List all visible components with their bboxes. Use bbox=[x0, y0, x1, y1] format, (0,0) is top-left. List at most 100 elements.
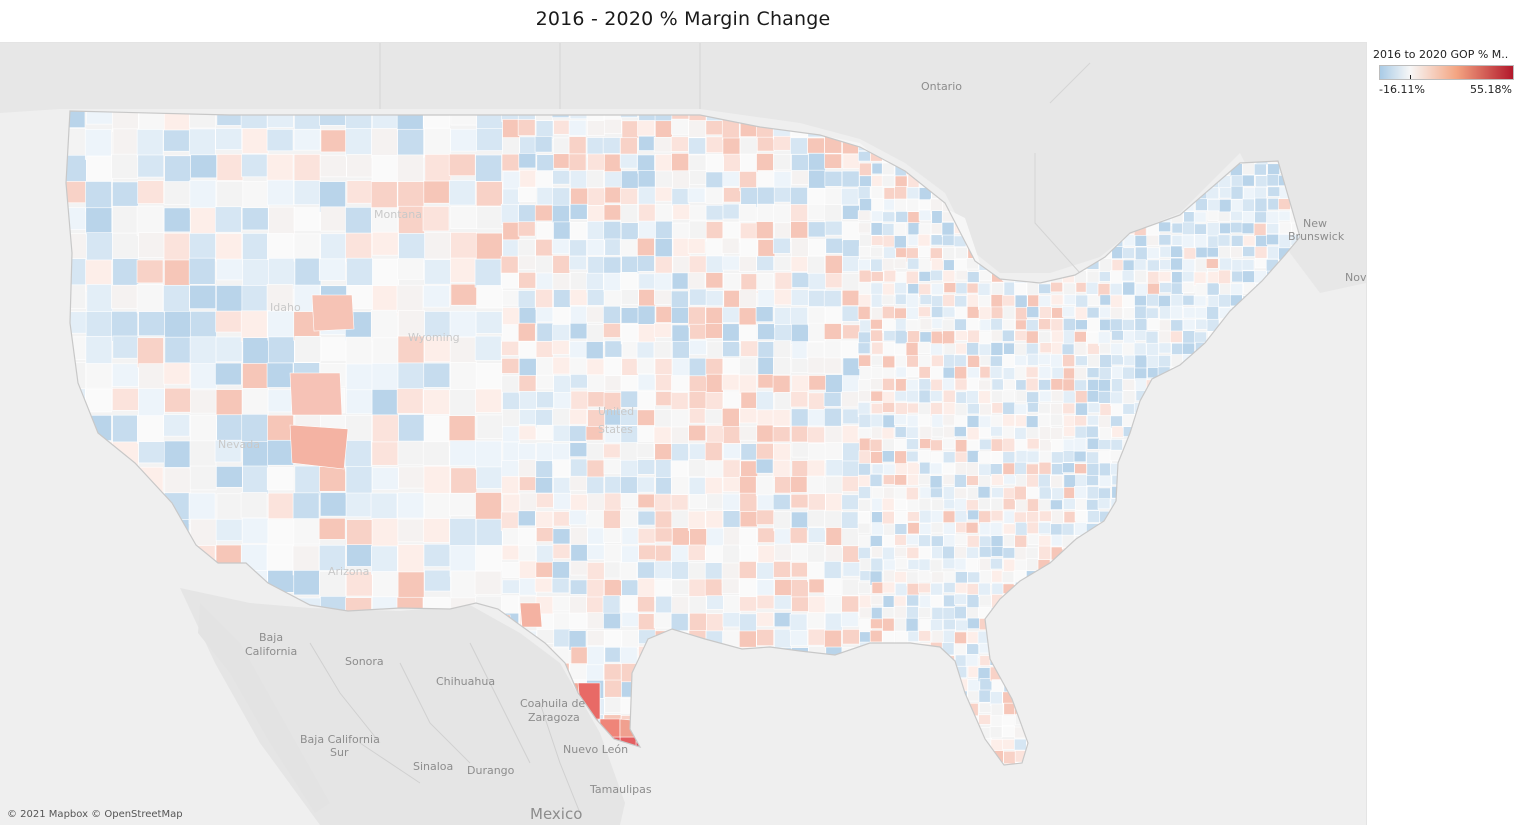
county-cell bbox=[536, 374, 554, 390]
county-cell bbox=[1086, 451, 1099, 465]
county-cell bbox=[739, 289, 757, 309]
county-cell bbox=[1097, 498, 1111, 510]
county-cell bbox=[569, 425, 587, 442]
county-cell bbox=[502, 324, 520, 341]
map-view[interactable]: Ontario New Brunswick Nov Montana Idaho … bbox=[0, 42, 1367, 825]
county-cell bbox=[870, 186, 884, 200]
county-cell bbox=[1062, 438, 1076, 452]
county-cell bbox=[671, 290, 689, 309]
county-cell bbox=[551, 340, 570, 355]
county-cell bbox=[1207, 199, 1221, 212]
county-cell bbox=[706, 341, 725, 359]
county-cell bbox=[1241, 259, 1255, 271]
county-cell bbox=[423, 543, 451, 567]
label-wyoming: Wyoming bbox=[408, 331, 460, 344]
county-cell bbox=[917, 570, 931, 582]
county-cell bbox=[907, 630, 921, 642]
county-cell bbox=[1098, 390, 1112, 404]
county-cell bbox=[967, 367, 980, 379]
county-cell bbox=[138, 441, 165, 464]
county-cell bbox=[553, 628, 572, 648]
county-cell bbox=[1015, 389, 1029, 403]
county-cell bbox=[722, 171, 741, 187]
county-cell bbox=[979, 438, 992, 451]
county-cell bbox=[954, 378, 968, 391]
county-cell bbox=[1014, 534, 1028, 548]
county-cell bbox=[905, 487, 919, 501]
county-cell bbox=[293, 154, 321, 182]
county-cell bbox=[917, 414, 931, 427]
county-cell bbox=[722, 544, 740, 566]
county-cell bbox=[569, 222, 588, 242]
county-cell bbox=[687, 272, 706, 290]
county-cell bbox=[706, 154, 724, 175]
map-canvas[interactable]: Ontario New Brunswick Nov Montana Idaho … bbox=[0, 43, 1366, 825]
county-cell bbox=[841, 460, 860, 478]
county-cell bbox=[990, 342, 1004, 356]
county-cell bbox=[163, 414, 190, 437]
county-cell bbox=[370, 492, 398, 520]
county-cell bbox=[840, 611, 859, 627]
county-cell bbox=[586, 239, 605, 256]
county-cell bbox=[807, 356, 826, 374]
county-cell bbox=[1051, 438, 1064, 454]
county-cell bbox=[823, 323, 842, 340]
county-cell bbox=[552, 204, 570, 224]
county-cell bbox=[587, 289, 605, 306]
county-cell bbox=[871, 235, 884, 246]
county-cell bbox=[586, 272, 604, 293]
county-cell bbox=[1219, 187, 1232, 199]
county-cell bbox=[882, 630, 895, 644]
county-cell bbox=[502, 528, 521, 545]
county-cell bbox=[953, 426, 967, 437]
county-cell bbox=[569, 255, 587, 271]
county-cell bbox=[739, 578, 757, 598]
county-cell bbox=[1159, 282, 1172, 293]
county-cell bbox=[241, 207, 269, 231]
county-cell bbox=[552, 170, 571, 185]
map-attribution[interactable]: © 2021 Mapbox © OpenStreetMap bbox=[7, 809, 183, 820]
county-cell bbox=[756, 273, 774, 292]
county-cell bbox=[757, 356, 776, 377]
county-cell bbox=[163, 440, 191, 468]
county-cell bbox=[475, 545, 502, 571]
county-cell bbox=[858, 246, 872, 257]
county-cell bbox=[688, 375, 707, 394]
county-cell bbox=[423, 518, 450, 543]
county-cell bbox=[424, 492, 451, 523]
county-cell bbox=[1027, 294, 1041, 308]
county-cell bbox=[1146, 355, 1160, 370]
county-cell bbox=[1159, 259, 1173, 270]
county-cell bbox=[621, 120, 640, 139]
county-cell bbox=[881, 258, 895, 271]
county-cell bbox=[1133, 342, 1147, 356]
county-cell bbox=[164, 387, 191, 413]
county-cell bbox=[1039, 306, 1052, 319]
county-cell bbox=[569, 579, 588, 595]
county-cell bbox=[823, 357, 842, 375]
county-cell bbox=[1026, 282, 1040, 296]
county-cell bbox=[894, 474, 907, 486]
county-cell bbox=[706, 460, 725, 480]
county-cell bbox=[918, 209, 932, 221]
county-cell bbox=[1181, 270, 1195, 283]
county-cell bbox=[1170, 305, 1183, 320]
county-cell bbox=[882, 581, 896, 594]
county-cell bbox=[603, 544, 622, 563]
county-cell bbox=[587, 153, 605, 172]
county-cell bbox=[870, 367, 884, 381]
county-cell bbox=[500, 511, 519, 532]
county-cell bbox=[604, 561, 622, 579]
county-cell bbox=[881, 607, 895, 619]
county-cell bbox=[705, 545, 724, 565]
county-cell bbox=[450, 128, 477, 152]
county-cell bbox=[808, 493, 826, 512]
county-cell bbox=[1026, 486, 1039, 498]
color-legend[interactable]: 2016 to 2020 GOP % M.. -16.11% 55.18% bbox=[1373, 48, 1515, 99]
label-mexico: Mexico bbox=[530, 805, 582, 823]
county-cell bbox=[1206, 247, 1220, 258]
county-cell bbox=[930, 439, 943, 452]
county-cell bbox=[1122, 342, 1135, 357]
county-cell bbox=[502, 171, 521, 190]
county-cell bbox=[570, 527, 588, 547]
